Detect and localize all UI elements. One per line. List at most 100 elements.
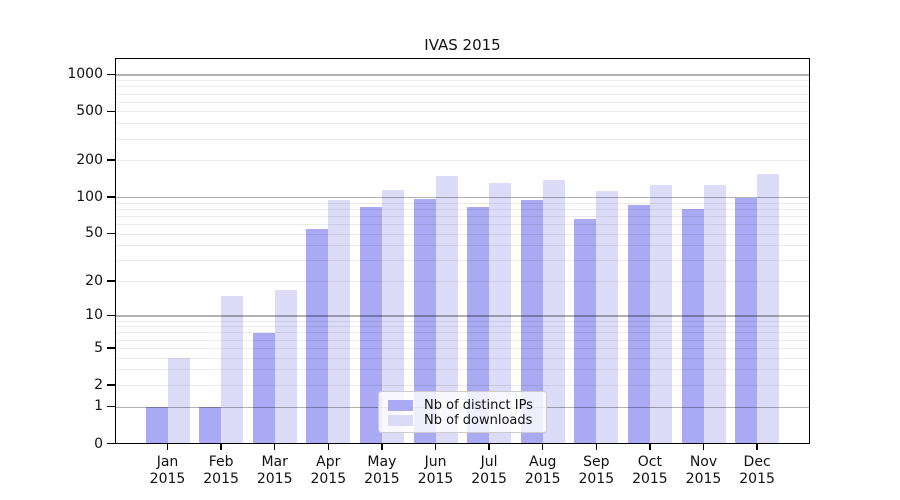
gridline-4	[115, 357, 810, 359]
bar-distinct_ips-oct	[627, 205, 650, 444]
bar-distinct_ips-aug	[520, 200, 543, 444]
gridline-2	[115, 384, 810, 386]
bar-downloads-aug	[542, 179, 565, 444]
legend-swatch-distinct-ips	[388, 399, 413, 411]
x-tick-mark-aug	[541, 444, 544, 450]
bar-downloads-oct	[649, 185, 672, 444]
gridline-50	[115, 233, 810, 235]
y-tick-label-100: 100	[76, 188, 103, 205]
y-tick-mark-500	[107, 110, 115, 113]
y-tick-mark-2	[107, 384, 115, 386]
bar-downloads-jul	[489, 182, 512, 444]
legend-item-downloads: Nb of downloads	[388, 412, 540, 428]
bar-distinct_ips-apr	[306, 229, 329, 444]
bar-downloads-may	[381, 189, 404, 444]
x-tick-label-jul: Jul 2015	[471, 454, 507, 487]
x-tick-mark-jul	[488, 444, 490, 450]
gridline-5	[115, 347, 810, 349]
gridline-7	[115, 332, 810, 334]
bar-downloads-mar	[274, 289, 297, 444]
x-tick-label-feb: Feb 2015	[203, 454, 239, 487]
x-tick-mark-oct	[649, 444, 651, 450]
x-tick-label-may: May 2015	[364, 454, 400, 487]
bar-distinct_ips-sep	[574, 218, 597, 444]
gridline-600	[115, 101, 810, 103]
x-tick-label-jan: Jan 2015	[149, 454, 186, 487]
x-tick-mark-nov	[702, 444, 705, 450]
gridline-200	[115, 160, 810, 162]
bar-downloads-dec	[757, 174, 780, 444]
bar-distinct_ips-jun	[413, 199, 436, 444]
y-tick-mark-200	[107, 159, 115, 161]
x-tick-mark-mar	[273, 444, 276, 450]
x-tick-label-apr: Apr 2015	[310, 454, 347, 487]
legend-swatch-downloads	[388, 414, 413, 426]
gridline-900	[115, 80, 810, 82]
y-tick-label-200: 200	[76, 152, 103, 169]
bar-distinct_ips-may	[359, 207, 382, 444]
x-tick-mark-dec	[756, 444, 758, 450]
gridline-300	[115, 138, 810, 140]
bar-distinct_ips-jul	[467, 207, 490, 444]
gridline-9	[115, 320, 810, 322]
gridline-80	[115, 208, 810, 210]
x-tick-mark-may	[381, 444, 383, 450]
y-tick-mark-50	[107, 232, 115, 235]
gridline-8	[115, 326, 810, 328]
bar-distinct_ips-mar	[252, 332, 275, 444]
gridline-1000	[115, 74, 810, 76]
y-tick-mark-100	[107, 196, 115, 198]
bar-distinct_ips-feb	[199, 407, 222, 444]
y-tick-label-0: 0	[94, 435, 103, 452]
y-tick-label-50: 50	[85, 225, 103, 242]
x-tick-label-dec: Dec 2015	[739, 454, 775, 487]
x-tick-label-nov: Nov 2015	[685, 454, 722, 487]
gridline-60	[115, 223, 810, 225]
x-tick-mark-jun	[434, 444, 437, 450]
legend-item-distinct-ips: Nb of distinct IPs	[388, 397, 540, 413]
gridline-70	[115, 215, 810, 217]
x-tick-mark-sep	[595, 444, 598, 450]
bar-downloads-nov	[703, 184, 726, 444]
x-tick-mark-feb	[220, 444, 222, 450]
gridline-90	[115, 202, 810, 204]
y-tick-mark-1	[107, 405, 115, 408]
bar-distinct_ips-nov	[681, 208, 704, 444]
gridline-400	[115, 123, 810, 125]
bar-downloads-feb	[221, 295, 244, 444]
x-tick-mark-jan	[166, 444, 169, 450]
x-tick-label-jun: Jun 2015	[417, 454, 454, 487]
y-tick-mark-20	[107, 280, 115, 282]
gridline-800	[115, 86, 810, 88]
bar-downloads-jun	[435, 176, 458, 444]
y-tick-mark-0	[107, 442, 115, 445]
gridline-100	[115, 197, 810, 199]
gridline-40	[115, 245, 810, 247]
legend-label-distinct-ips: Nb of distinct IPs	[424, 397, 533, 413]
y-tick-label-20: 20	[85, 272, 103, 289]
x-tick-mark-apr	[327, 444, 330, 450]
y-tick-label-500: 500	[76, 103, 103, 120]
y-tick-mark-10	[107, 314, 115, 317]
gridline-30	[115, 260, 810, 262]
bar-distinct_ips-dec	[735, 197, 758, 444]
y-tick-label-10: 10	[85, 307, 103, 324]
legend: Nb of distinct IPs Nb of downloads	[378, 391, 547, 433]
y-tick-label-1: 1	[94, 398, 103, 415]
gridline-3	[115, 369, 810, 371]
bar-downloads-sep	[596, 191, 619, 444]
y-tick-label-5: 5	[94, 339, 103, 356]
gridline-6	[115, 339, 810, 341]
legend-label-downloads: Nb of downloads	[424, 412, 533, 428]
bar-downloads-apr	[328, 200, 351, 444]
bar-distinct_ips-jan	[145, 407, 168, 444]
x-tick-label-aug: Aug 2015	[524, 454, 561, 487]
gridline-20	[115, 280, 810, 282]
x-tick-label-oct: Oct 2015	[632, 454, 668, 487]
x-tick-label-sep: Sep 2015	[578, 454, 615, 487]
bar-downloads-jan	[167, 358, 190, 444]
gridline-10	[115, 315, 810, 317]
plot-area	[115, 58, 810, 444]
gridline-500	[115, 111, 810, 113]
